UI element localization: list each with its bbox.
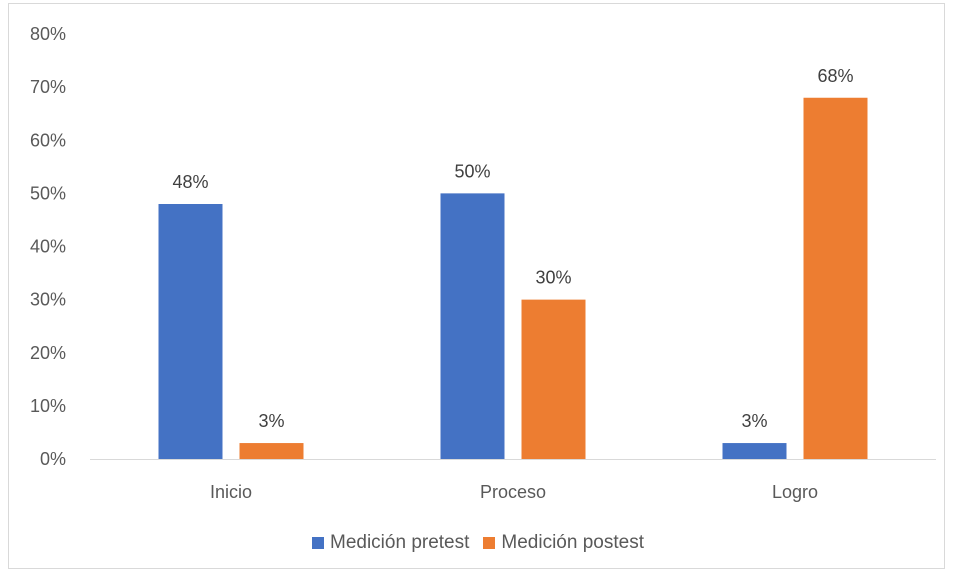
legend-swatch-postest [483,537,496,549]
x-category-label: Inicio [210,482,252,502]
data-label: 68% [817,66,853,86]
bar [158,204,223,459]
legend-item-postest: Medición postest [483,532,644,554]
x-category-label: Logro [772,482,818,502]
data-label: 30% [535,268,571,288]
legend-label-pretest: Medición pretest [330,532,470,553]
legend: Medición pretest Medición postest [0,532,956,554]
y-tick-label: 70% [30,77,66,97]
legend-label-postest: Medición postest [501,532,644,553]
y-tick-label: 20% [30,343,66,363]
bar [521,299,586,459]
y-tick-label: 80% [30,24,66,44]
bar [722,443,787,459]
y-tick-label: 0% [40,449,66,469]
y-tick-label: 60% [30,130,66,150]
y-tick-label: 40% [30,237,66,257]
legend-swatch-pretest [312,537,324,549]
legend-item-pretest: Medición pretest [312,532,469,554]
y-tick-label: 50% [30,183,66,203]
data-label: 48% [172,172,208,192]
bar [803,97,868,459]
data-label: 3% [741,411,767,431]
data-label: 3% [258,411,284,431]
y-tick-label: 30% [30,290,66,310]
y-tick-label: 10% [30,396,66,416]
x-category-label: Proceso [480,482,546,502]
bar [440,193,505,459]
bar [239,443,304,459]
data-label: 50% [454,161,490,181]
